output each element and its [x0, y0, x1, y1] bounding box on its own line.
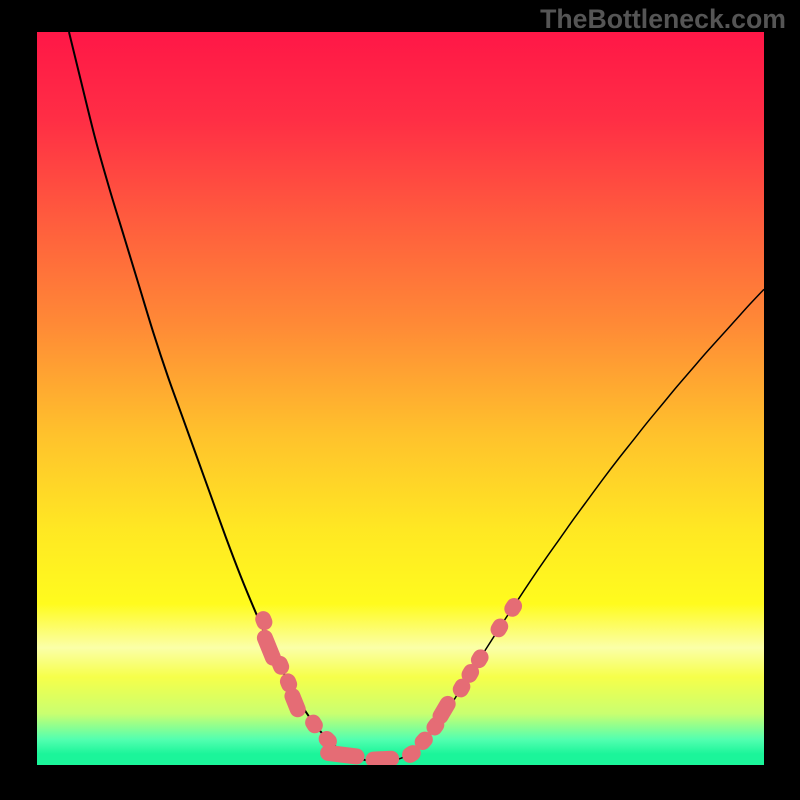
watermark-text: TheBottleneck.com: [540, 4, 786, 35]
bottleneck-chart: [37, 32, 764, 765]
chart-stage: TheBottleneck.com: [0, 0, 800, 800]
gradient-background: [37, 32, 764, 765]
marker-pill: [366, 751, 399, 765]
